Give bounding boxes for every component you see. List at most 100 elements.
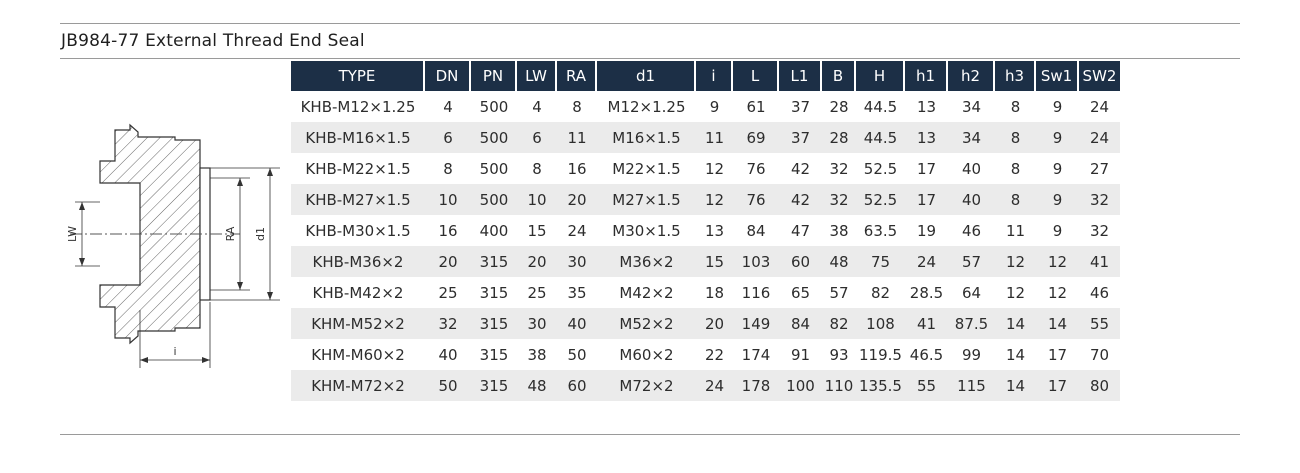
column-header: DN bbox=[425, 61, 471, 91]
lw-dimension-label: LW bbox=[66, 226, 79, 242]
table-cell: 55 bbox=[1079, 308, 1120, 339]
table-cell: 11 bbox=[696, 122, 733, 153]
table-cell: 119.5 bbox=[856, 339, 905, 370]
table-row: KHM-M52×2 32 315 30 40 M52×2 20 149 84 82 108 41 87.… bbox=[291, 308, 1120, 339]
table-row: KHB-M12×1.25 4 500 4 8 M12×1.25 9 61 37 28 44.5 13 3… bbox=[291, 91, 1120, 122]
table-cell: 12 bbox=[995, 277, 1036, 308]
table-row: KHM-M72×2 50 315 48 60 M72×2 24 178 100 110 135.5 5… bbox=[291, 370, 1120, 401]
table-cell: 149 bbox=[733, 308, 779, 339]
table-cell: 10 bbox=[425, 184, 471, 215]
table-cell: 315 bbox=[471, 339, 517, 370]
table-cell: 16 bbox=[425, 215, 471, 246]
table-cell: 46 bbox=[1079, 277, 1120, 308]
table-cell: 46 bbox=[948, 215, 995, 246]
table-cell: 315 bbox=[471, 277, 517, 308]
table-cell: 41 bbox=[905, 308, 948, 339]
table-cell: 22 bbox=[696, 339, 733, 370]
table-cell: 70 bbox=[1079, 339, 1120, 370]
table-cell: 84 bbox=[779, 308, 822, 339]
table-cell: 24 bbox=[905, 246, 948, 277]
table-cell: 8 bbox=[557, 91, 597, 122]
seal-technical-drawing: LW RA d1 i bbox=[66, 123, 280, 368]
table-cell: 40 bbox=[948, 184, 995, 215]
table-cell: M16×1.5 bbox=[597, 122, 696, 153]
table-cell: 11 bbox=[557, 122, 597, 153]
column-header: PN bbox=[471, 61, 517, 91]
table-cell: 50 bbox=[557, 339, 597, 370]
table-cell: 103 bbox=[733, 246, 779, 277]
table-cell: KHM-M60×2 bbox=[291, 339, 425, 370]
table-cell: 24 bbox=[557, 215, 597, 246]
seal-body-section bbox=[99, 123, 201, 345]
table-cell: 9 bbox=[1036, 91, 1079, 122]
table-cell: 40 bbox=[557, 308, 597, 339]
table-cell: 15 bbox=[517, 215, 557, 246]
table-cell: 116 bbox=[733, 277, 779, 308]
table-cell: 37 bbox=[779, 91, 822, 122]
table-cell: KHM-M52×2 bbox=[291, 308, 425, 339]
table-cell: 32 bbox=[425, 308, 471, 339]
table-cell: 38 bbox=[517, 339, 557, 370]
table-row: KHB-M22×1.5 8 500 8 16 M22×1.5 12 76 42 32 52.5 17 4… bbox=[291, 153, 1120, 184]
table-cell: 28 bbox=[822, 122, 856, 153]
table-cell: KHB-M12×1.25 bbox=[291, 91, 425, 122]
column-header: SW2 bbox=[1079, 61, 1120, 91]
table-cell: 52.5 bbox=[856, 184, 905, 215]
table-cell: 47 bbox=[779, 215, 822, 246]
table-cell: 9 bbox=[696, 91, 733, 122]
table-cell: 14 bbox=[995, 370, 1036, 401]
table-cell: KHM-M72×2 bbox=[291, 370, 425, 401]
table-cell: 20 bbox=[696, 308, 733, 339]
table-row: KHM-M60×2 40 315 38 50 M60×2 22 174 91 93 119.5 46.… bbox=[291, 339, 1120, 370]
table-cell: 69 bbox=[733, 122, 779, 153]
table-cell: 6 bbox=[425, 122, 471, 153]
table-cell: 48 bbox=[517, 370, 557, 401]
table-cell: 64 bbox=[948, 277, 995, 308]
table-cell: 110 bbox=[822, 370, 856, 401]
table-cell: 61 bbox=[733, 91, 779, 122]
table-cell: 32 bbox=[1079, 215, 1120, 246]
table-cell: M27×1.5 bbox=[597, 184, 696, 215]
table-cell: M42×2 bbox=[597, 277, 696, 308]
table-cell: 115 bbox=[948, 370, 995, 401]
table-cell: 4 bbox=[425, 91, 471, 122]
table-cell: M52×2 bbox=[597, 308, 696, 339]
column-header: Sw1 bbox=[1036, 61, 1079, 91]
table-cell: 25 bbox=[425, 277, 471, 308]
table-cell: 99 bbox=[948, 339, 995, 370]
table-cell: 76 bbox=[733, 153, 779, 184]
table-cell: 13 bbox=[905, 91, 948, 122]
column-header: i bbox=[696, 61, 733, 91]
table-cell: 500 bbox=[471, 122, 517, 153]
table-cell: 9 bbox=[1036, 215, 1079, 246]
table-cell: 57 bbox=[822, 277, 856, 308]
table-cell: 500 bbox=[471, 91, 517, 122]
table-cell: 12 bbox=[1036, 277, 1079, 308]
table-cell: 315 bbox=[471, 308, 517, 339]
table-cell: 80 bbox=[1079, 370, 1120, 401]
table-cell: 14 bbox=[995, 308, 1036, 339]
table-cell: 38 bbox=[822, 215, 856, 246]
table-cell: 32 bbox=[822, 153, 856, 184]
table-cell: 41 bbox=[1079, 246, 1120, 277]
table-cell: 6 bbox=[517, 122, 557, 153]
table-cell: 13 bbox=[905, 122, 948, 153]
table-cell: KHB-M22×1.5 bbox=[291, 153, 425, 184]
bottom-rule bbox=[60, 434, 1240, 435]
table-cell: 27 bbox=[1079, 153, 1120, 184]
table-cell: 20 bbox=[557, 184, 597, 215]
table-cell: 108 bbox=[856, 308, 905, 339]
table-cell: 9 bbox=[1036, 184, 1079, 215]
table-cell: KHB-M42×2 bbox=[291, 277, 425, 308]
table-cell: M12×1.25 bbox=[597, 91, 696, 122]
table-cell: 18 bbox=[696, 277, 733, 308]
table-cell: KHB-M27×1.5 bbox=[291, 184, 425, 215]
table-cell: 50 bbox=[425, 370, 471, 401]
d1-dimension bbox=[200, 167, 280, 301]
table-row: KHB-M30×1.5 16 400 15 24 M30×1.5 13 84 47 38 63.5 1… bbox=[291, 215, 1120, 246]
table-cell: 4 bbox=[517, 91, 557, 122]
table-cell: 63.5 bbox=[856, 215, 905, 246]
table-cell: 24 bbox=[1079, 91, 1120, 122]
table-cell: 9 bbox=[1036, 153, 1079, 184]
